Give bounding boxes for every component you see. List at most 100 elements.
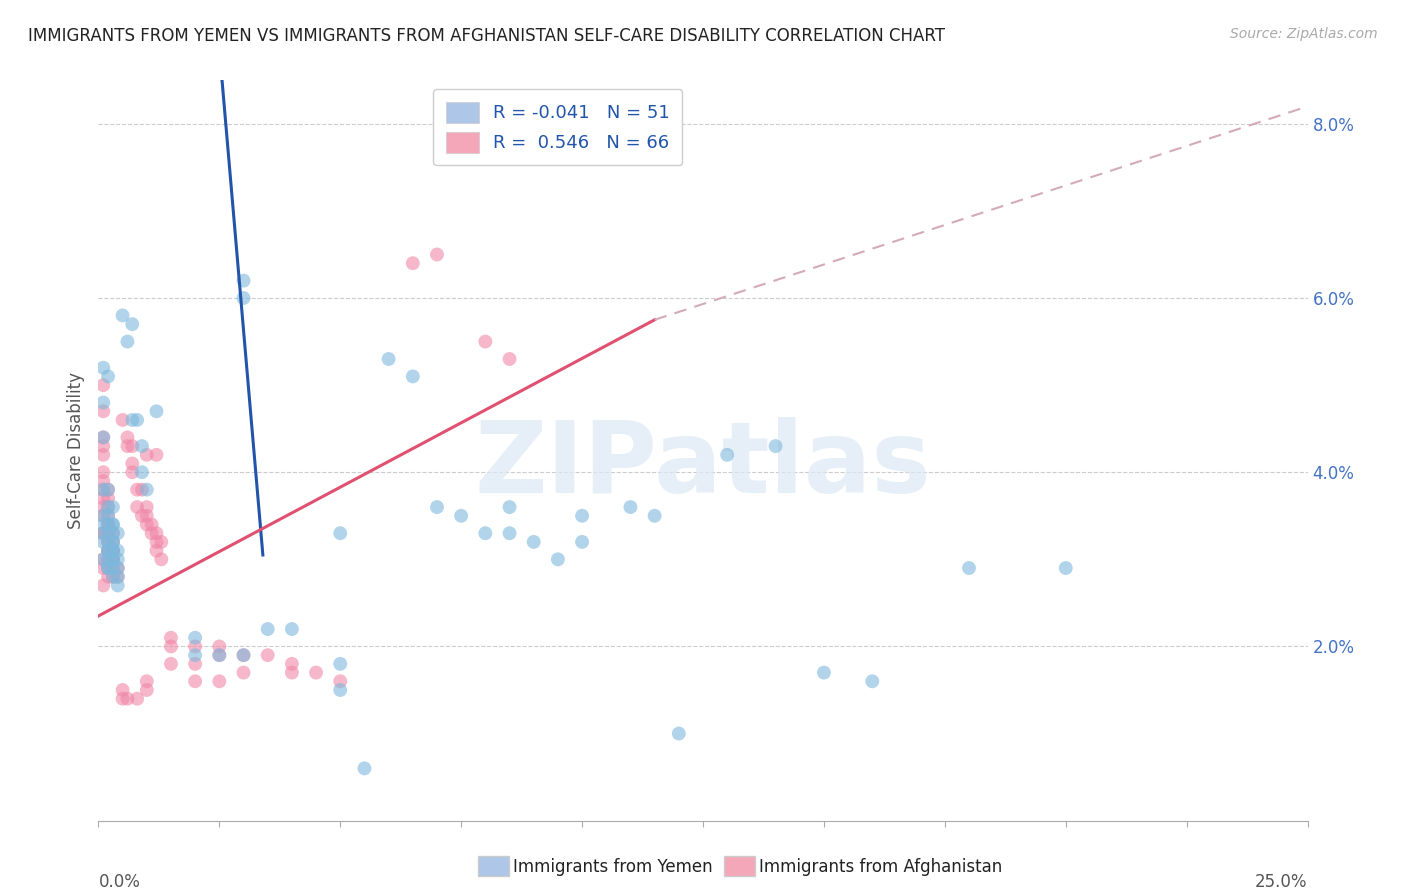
Point xyxy=(329,526,352,541)
Point xyxy=(107,570,129,584)
Point xyxy=(141,526,163,541)
Point xyxy=(256,622,278,636)
Point xyxy=(107,561,129,575)
Point xyxy=(91,378,114,392)
Point xyxy=(91,526,114,541)
Point xyxy=(101,561,124,575)
Point xyxy=(97,561,120,575)
Point xyxy=(127,691,149,706)
Point xyxy=(101,500,124,514)
Text: Immigrants from Afghanistan: Immigrants from Afghanistan xyxy=(759,858,1002,876)
Point xyxy=(668,726,690,740)
Point xyxy=(426,500,449,514)
Point xyxy=(135,683,157,698)
Point xyxy=(101,552,124,566)
Point xyxy=(131,439,153,453)
Point xyxy=(117,439,139,453)
Point xyxy=(232,291,254,305)
Point xyxy=(121,465,143,479)
Point xyxy=(97,483,120,497)
Point xyxy=(121,413,143,427)
Point xyxy=(97,570,120,584)
Point xyxy=(402,369,425,384)
Point xyxy=(97,491,120,506)
Point xyxy=(97,508,120,523)
Point xyxy=(91,439,114,453)
Point xyxy=(101,526,124,541)
Point xyxy=(107,543,129,558)
Point xyxy=(101,543,124,558)
Point xyxy=(281,665,304,680)
Point xyxy=(135,448,157,462)
Point xyxy=(232,648,254,662)
Point xyxy=(474,526,496,541)
Point xyxy=(135,500,157,514)
Point xyxy=(91,526,114,541)
Point xyxy=(101,517,124,532)
Point xyxy=(208,674,231,689)
Legend: R = -0.041   N = 51, R =  0.546   N = 66: R = -0.041 N = 51, R = 0.546 N = 66 xyxy=(433,89,682,165)
Point xyxy=(97,500,120,514)
Point xyxy=(101,543,124,558)
Point xyxy=(145,535,167,549)
Point xyxy=(97,552,120,566)
Point xyxy=(498,351,520,366)
Point xyxy=(571,535,593,549)
Point xyxy=(131,483,153,497)
Point xyxy=(101,552,124,566)
Point xyxy=(97,517,120,532)
Point xyxy=(208,648,231,662)
Point xyxy=(208,640,231,654)
Point xyxy=(97,508,120,523)
Point xyxy=(184,631,207,645)
Point xyxy=(97,517,120,532)
Point xyxy=(111,413,134,427)
Text: 0.0%: 0.0% xyxy=(98,873,141,891)
Point xyxy=(523,535,546,549)
Point xyxy=(91,552,114,566)
Point xyxy=(353,761,375,775)
Point xyxy=(101,543,124,558)
Point xyxy=(97,369,120,384)
Point xyxy=(91,491,114,506)
Point xyxy=(97,535,120,549)
Point xyxy=(97,526,120,541)
Point xyxy=(150,535,173,549)
Point xyxy=(150,552,173,566)
Point xyxy=(117,691,139,706)
Point xyxy=(160,657,183,671)
Point xyxy=(426,247,449,261)
Point xyxy=(101,570,124,584)
Point xyxy=(97,543,120,558)
Point xyxy=(101,535,124,549)
Point xyxy=(91,448,114,462)
Point xyxy=(91,430,114,444)
Text: Immigrants from Yemen: Immigrants from Yemen xyxy=(513,858,713,876)
Point xyxy=(91,526,114,541)
Point xyxy=(765,439,787,453)
Point xyxy=(91,483,114,497)
Point xyxy=(184,648,207,662)
Point xyxy=(107,561,129,575)
Point xyxy=(184,674,207,689)
Point xyxy=(97,483,120,497)
Point xyxy=(498,500,520,514)
Point xyxy=(107,578,129,592)
Point xyxy=(91,535,114,549)
Point xyxy=(127,483,149,497)
Point xyxy=(860,674,883,689)
Point xyxy=(644,508,666,523)
Point xyxy=(97,535,120,549)
Point xyxy=(716,448,738,462)
Point xyxy=(232,665,254,680)
Point xyxy=(141,517,163,532)
Point xyxy=(91,500,114,514)
Point xyxy=(160,640,183,654)
Point xyxy=(1054,561,1077,575)
Point xyxy=(131,508,153,523)
Point xyxy=(97,500,120,514)
Point xyxy=(145,448,167,462)
Point xyxy=(91,517,114,532)
Point xyxy=(121,457,143,471)
Point xyxy=(97,543,120,558)
